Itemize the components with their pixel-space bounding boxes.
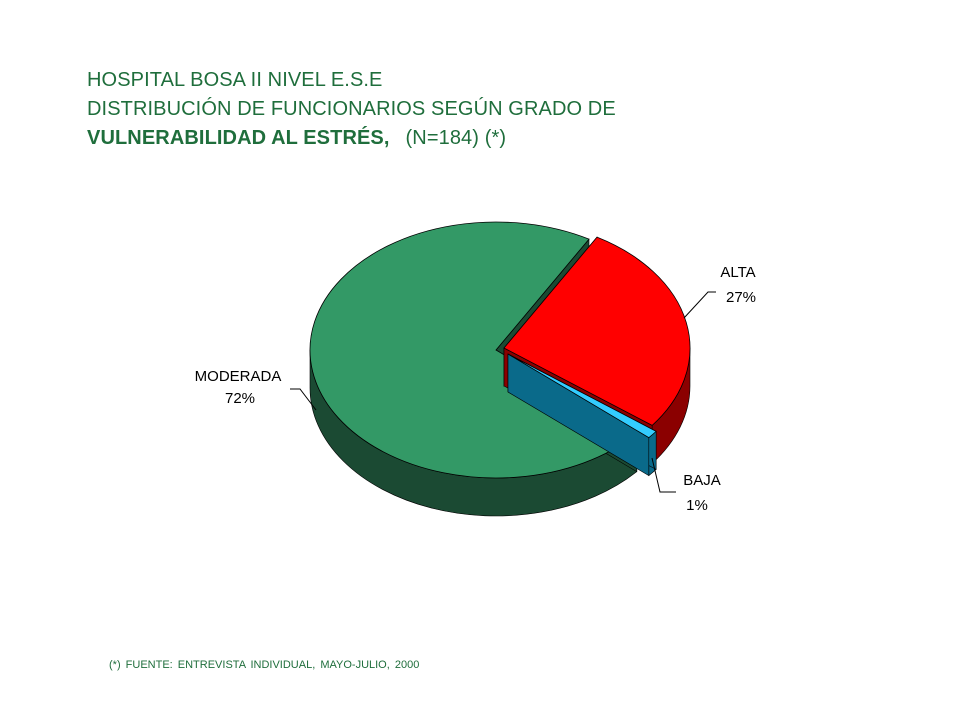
title-line-1: HOSPITAL BOSA II NIVEL E.S.E	[87, 69, 383, 91]
leader-lines	[290, 291, 716, 493]
label-baja-value: 1%	[686, 497, 708, 514]
pie-slices	[309, 221, 691, 517]
slice-baja	[507, 353, 657, 477]
label-moderada-value: 72%	[225, 390, 255, 407]
source-footnote: (*) FUENTE: ENTREVISTA INDIVIDUAL, MAYO-…	[109, 659, 420, 671]
leader-baja	[651, 457, 676, 493]
title-line-2: DISTRIBUCIÓN DE FUNCIONARIOS SEGÚN GRADO…	[87, 98, 616, 120]
chart-title: HOSPITAL BOSA II NIVEL E.S.E DISTRIBUCIÓ…	[87, 66, 616, 153]
title-bold-part: VULNERABILIDAD AL ESTRÉS,	[87, 127, 390, 149]
slice-labels: ALTA 27% BAJA 1% MODERADA 72%	[195, 264, 756, 514]
label-alta-name: ALTA	[720, 264, 755, 281]
leader-moderada	[290, 388, 317, 411]
leader-alta	[683, 291, 716, 319]
label-moderada-name: MODERADA	[195, 368, 282, 385]
title-line-3: VULNERABILIDAD AL ESTRÉS, (N=184) (*)	[87, 124, 616, 153]
label-baja-name: BAJA	[683, 472, 721, 489]
label-alta-value: 27%	[726, 289, 756, 306]
title-n-part: (N=184) (*)	[405, 127, 507, 149]
